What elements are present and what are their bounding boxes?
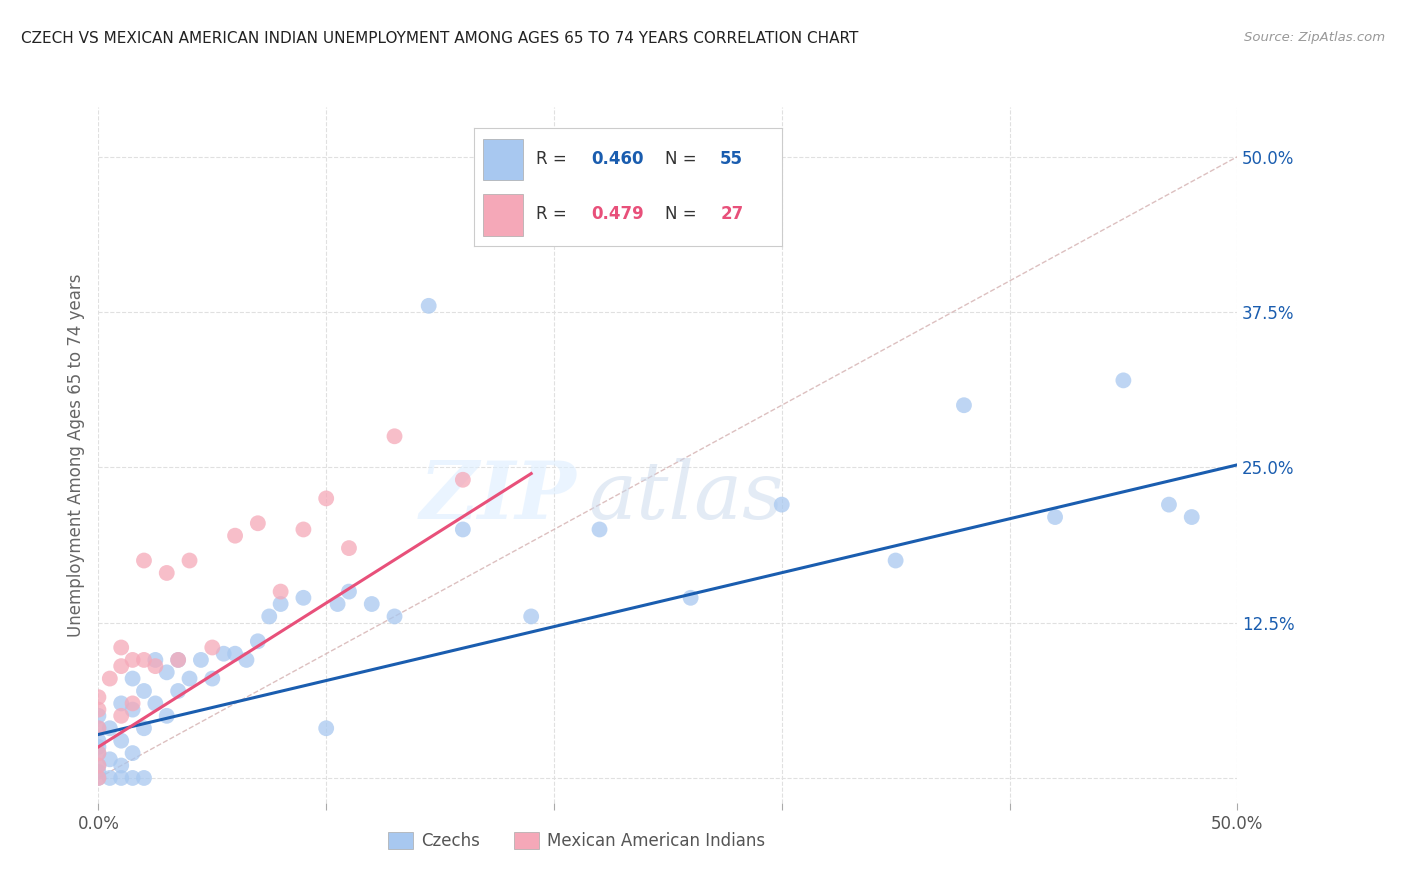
Point [110,640,132,655]
Point [156,708,179,723]
Point [87,721,110,735]
Point [235,653,257,667]
Point [315,721,337,735]
Point [87,764,110,779]
Point [121,746,143,760]
Point [98,771,121,785]
Point [201,640,224,655]
Point [132,721,155,735]
Point [337,584,360,599]
Point [179,672,201,686]
Point [360,597,382,611]
Point [451,523,474,537]
Point [110,771,132,785]
Point [121,771,143,785]
Point [110,758,132,772]
Text: atlas: atlas [588,458,783,535]
Point [418,299,440,313]
Point [110,733,132,747]
Point [87,746,110,760]
Point [98,752,121,766]
Point [156,665,179,680]
Point [87,721,110,735]
Point [87,758,110,772]
Point [337,541,360,555]
Point [259,609,281,624]
Point [87,708,110,723]
Point [884,553,907,567]
Point [110,697,132,711]
Point [87,733,110,747]
Text: CZECH VS MEXICAN AMERICAN INDIAN UNEMPLOYMENT AMONG AGES 65 TO 74 YEARS CORRELAT: CZECH VS MEXICAN AMERICAN INDIAN UNEMPLO… [21,31,859,46]
Point [110,708,132,723]
Point [167,653,190,667]
Point [87,771,110,785]
Text: Source: ZipAtlas.com: Source: ZipAtlas.com [1244,31,1385,45]
Point [98,672,121,686]
Point [246,634,269,648]
Point [292,523,315,537]
Point [451,473,474,487]
Point [87,739,110,754]
Point [520,609,543,624]
Point [87,771,110,785]
Point [87,758,110,772]
Point [145,653,167,667]
Point [110,659,132,673]
Point [145,659,167,673]
Point [132,553,155,567]
Point [224,529,246,543]
Point [384,429,406,443]
Point [1157,498,1180,512]
Point [270,584,292,599]
Point [588,523,610,537]
Point [121,672,143,686]
Point [121,703,143,717]
Point [326,597,349,611]
Point [679,591,702,605]
Point [190,653,212,667]
Point [145,697,167,711]
Point [87,690,110,705]
Point [167,684,190,698]
Point [315,491,337,506]
Point [201,672,224,686]
Point [121,697,143,711]
Point [132,684,155,698]
Point [1112,373,1135,387]
Point [1043,510,1066,524]
Point [132,653,155,667]
Point [224,647,246,661]
Point [87,746,110,760]
Point [212,647,235,661]
Point [770,498,793,512]
Point [156,566,179,580]
Legend: Czechs, Mexican American Indians: Czechs, Mexican American Indians [381,826,772,857]
Point [179,553,201,567]
Point [292,591,315,605]
Point [121,653,143,667]
Point [1181,510,1204,524]
Point [246,516,269,531]
Point [132,771,155,785]
Point [384,609,406,624]
Point [167,653,190,667]
Point [98,721,121,735]
Point [87,703,110,717]
Point [270,597,292,611]
Text: ZIP: ZIP [420,458,576,535]
Y-axis label: Unemployment Among Ages 65 to 74 years: Unemployment Among Ages 65 to 74 years [66,273,84,637]
Point [953,398,976,412]
